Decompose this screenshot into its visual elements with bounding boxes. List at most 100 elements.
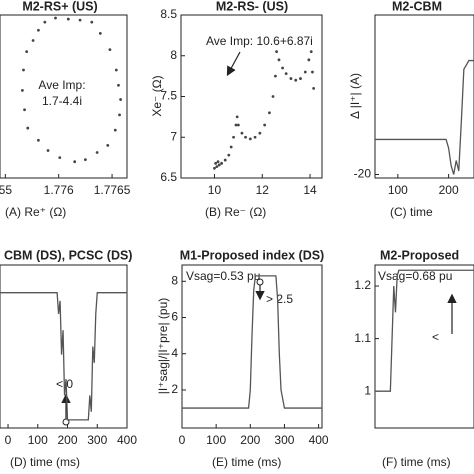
data-point [307,58,311,62]
data-point [303,70,307,74]
x-tick-label: 100 [388,183,408,197]
data-point [117,83,120,87]
data-point [281,66,284,70]
data-point [215,165,219,168]
data-point [248,137,252,141]
annotation: Ave Imp: [38,78,85,92]
annotation: Vsag=0.68 pu [378,269,452,283]
x-tick-label: 200 [439,183,459,197]
annotation: Ave Imp: 10.6+6.87i [206,34,313,48]
data-line [182,275,322,409]
x-tick-label: 55 [0,183,12,197]
y-tick-label: 1.1 [354,331,371,345]
data-point [284,72,288,76]
chart-title: M1-Proposed index (DS) [180,248,324,262]
data-point [217,163,221,167]
annotation-arrow [226,51,241,77]
y-tick-label: 6 [171,310,178,324]
data-point [119,98,122,101]
data-point [90,20,94,24]
y-tick-label: 7 [170,129,177,143]
plot-frame [0,264,128,429]
x-axis-label: (E) time (ms) [212,455,281,469]
data-point [289,77,293,80]
y-tick-label: 8.5 [160,7,177,21]
y-axis-label: Xe⁻ (Ω) [150,75,164,116]
y-tick-label: 6.5 [160,170,177,184]
data-point [25,50,29,54]
data-point [83,158,87,162]
chart-title: M2-Proposed [380,248,459,262]
data-point [214,161,218,165]
data-point [253,135,257,139]
x-tick-label: 12 [256,183,270,197]
data-point [95,151,99,154]
annotation: < [432,330,439,344]
data-point [312,86,316,90]
data-point [223,158,227,162]
data-point [113,128,117,132]
data-point [236,123,240,127]
data-point [54,16,57,20]
data-point [220,161,224,165]
data-point [263,123,267,127]
y-tick-label: 8 [170,48,177,62]
plot-frame [374,264,474,429]
data-point [23,108,26,112]
data-point [229,145,233,149]
x-tick-label: 1.776 [44,183,74,197]
chart-title: M2-RS- (US) [216,0,288,13]
data-point [258,131,262,135]
x-axis-label: (C) time [390,205,433,219]
annotation: > 2.5 [266,292,293,306]
data-point [240,131,244,135]
data-line [375,59,474,175]
data-point [58,156,62,160]
x-axis-label: (B) Re⁻ (Ω) [205,205,266,219]
data-point [98,31,102,35]
data-point [26,126,30,130]
y-axis-label: |I⁺sag|/|I⁺pre| (pu) [156,298,170,395]
data-point [66,17,70,21]
x-tick-label: 300 [274,433,294,447]
data-point [277,58,281,62]
y-axis-label: Δ |I⁺| (A) [348,73,362,119]
data-point [37,28,40,32]
y-tick-label: 8 [171,273,178,287]
annotation: Vsag=0.53 pu [186,269,260,283]
data-point [73,160,77,164]
data-point [78,18,82,22]
data-point [46,149,50,152]
y-tick-label: 2 [171,382,178,396]
x-tick-label: 100 [206,433,226,447]
data-line [0,292,127,421]
data-point [216,160,220,164]
plot-frame [374,14,474,179]
data-point [114,68,118,72]
data-point [22,68,25,72]
x-tick-label: 400 [309,433,329,447]
chart-title: CBM (DS), PCSC (DS) [4,248,132,262]
x-tick-label: 14 [303,183,317,197]
data-point [309,50,313,54]
y-tick-label: 4 [171,346,178,360]
data-point [234,123,238,127]
data-point [311,70,314,74]
chart-title: M2-CBM [392,0,442,13]
data-point [106,144,110,147]
x-axis-label: (F) time (ms) [382,455,451,469]
y-tick-label: 7.5 [160,89,177,103]
plot-frame [0,14,128,179]
x-tick-label: 200 [57,433,77,447]
x-axis-label: (A) Re⁺ (Ω) [5,205,66,219]
data-point [21,88,24,92]
data-point [299,77,302,80]
data-point [108,48,112,52]
data-point [275,50,278,54]
data-point [271,95,275,98]
x-tick-label: 10 [208,183,222,197]
x-tick-label: 0 [5,433,12,447]
plot-frame [181,264,323,429]
x-tick-label: 400 [117,433,137,447]
data-point [235,115,239,119]
